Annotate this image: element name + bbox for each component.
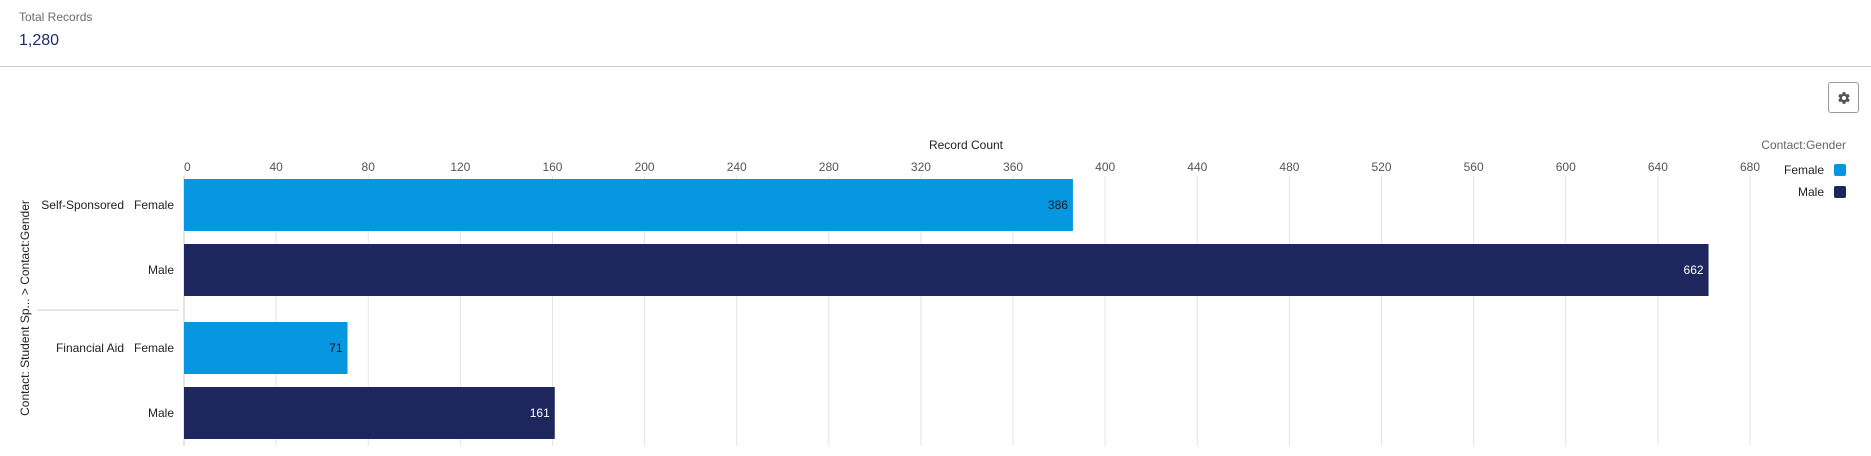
summary-panel: Total Records 1,280 xyxy=(0,0,1871,67)
legend-swatch-male xyxy=(1834,186,1846,198)
x-tick-label: 160 xyxy=(542,160,562,174)
x-tick-label: 120 xyxy=(450,160,470,174)
total-records-label: Total Records xyxy=(19,10,93,24)
y-category-label: Female xyxy=(134,198,174,212)
y-axis-title: Contact: Student Sp... > Contact:Gender xyxy=(18,200,32,416)
legend-item-male[interactable]: Male xyxy=(1700,184,1846,200)
x-tick-label: 360 xyxy=(1003,160,1023,174)
x-tick-label: 200 xyxy=(635,160,655,174)
x-tick-label: 40 xyxy=(269,160,283,174)
x-tick-label: 440 xyxy=(1187,160,1207,174)
bar-financial-aid-female xyxy=(184,322,348,374)
bar-value-label: 386 xyxy=(1048,198,1068,212)
y-category-label: Female xyxy=(134,341,174,355)
legend-swatch-female xyxy=(1834,164,1846,176)
y-group-label: Financial Aid xyxy=(56,341,124,355)
bar-self-sponsored-male xyxy=(184,244,1709,296)
x-tick-label: 320 xyxy=(911,160,931,174)
x-tick-label: 0 xyxy=(184,160,191,174)
y-group-label: Self-Sponsored xyxy=(41,198,124,212)
bar-self-sponsored-female xyxy=(184,179,1073,231)
y-category-label: Male xyxy=(148,263,174,277)
total-records-value: 1,280 xyxy=(19,32,60,49)
bar-value-label: 161 xyxy=(530,406,550,420)
x-tick-label: 600 xyxy=(1556,160,1576,174)
x-tick-label: 680 xyxy=(1740,160,1760,174)
x-axis-title: Record Count xyxy=(929,138,1004,152)
x-tick-label: 240 xyxy=(727,160,747,174)
legend-label-male: Male xyxy=(1797,185,1824,199)
x-tick-label: 480 xyxy=(1279,160,1299,174)
x-tick-label: 400 xyxy=(1095,160,1115,174)
bar-financial-aid-male xyxy=(184,387,555,439)
legend-title: Contact:Gender xyxy=(1761,138,1846,152)
x-tick-label: 560 xyxy=(1464,160,1484,174)
y-category-label: Male xyxy=(148,406,174,420)
legend-label-female: Female xyxy=(1783,163,1824,177)
x-tick-label: 520 xyxy=(1372,160,1392,174)
legend-item-female[interactable]: Female xyxy=(1700,162,1846,178)
bar-value-label: 71 xyxy=(329,341,343,355)
x-tick-label: 640 xyxy=(1648,160,1668,174)
chart-settings-button[interactable] xyxy=(1828,82,1859,113)
x-tick-label: 280 xyxy=(819,160,839,174)
bar-value-label: 662 xyxy=(1684,263,1704,277)
x-tick-label: 80 xyxy=(362,160,376,174)
gear-icon xyxy=(1837,91,1850,104)
